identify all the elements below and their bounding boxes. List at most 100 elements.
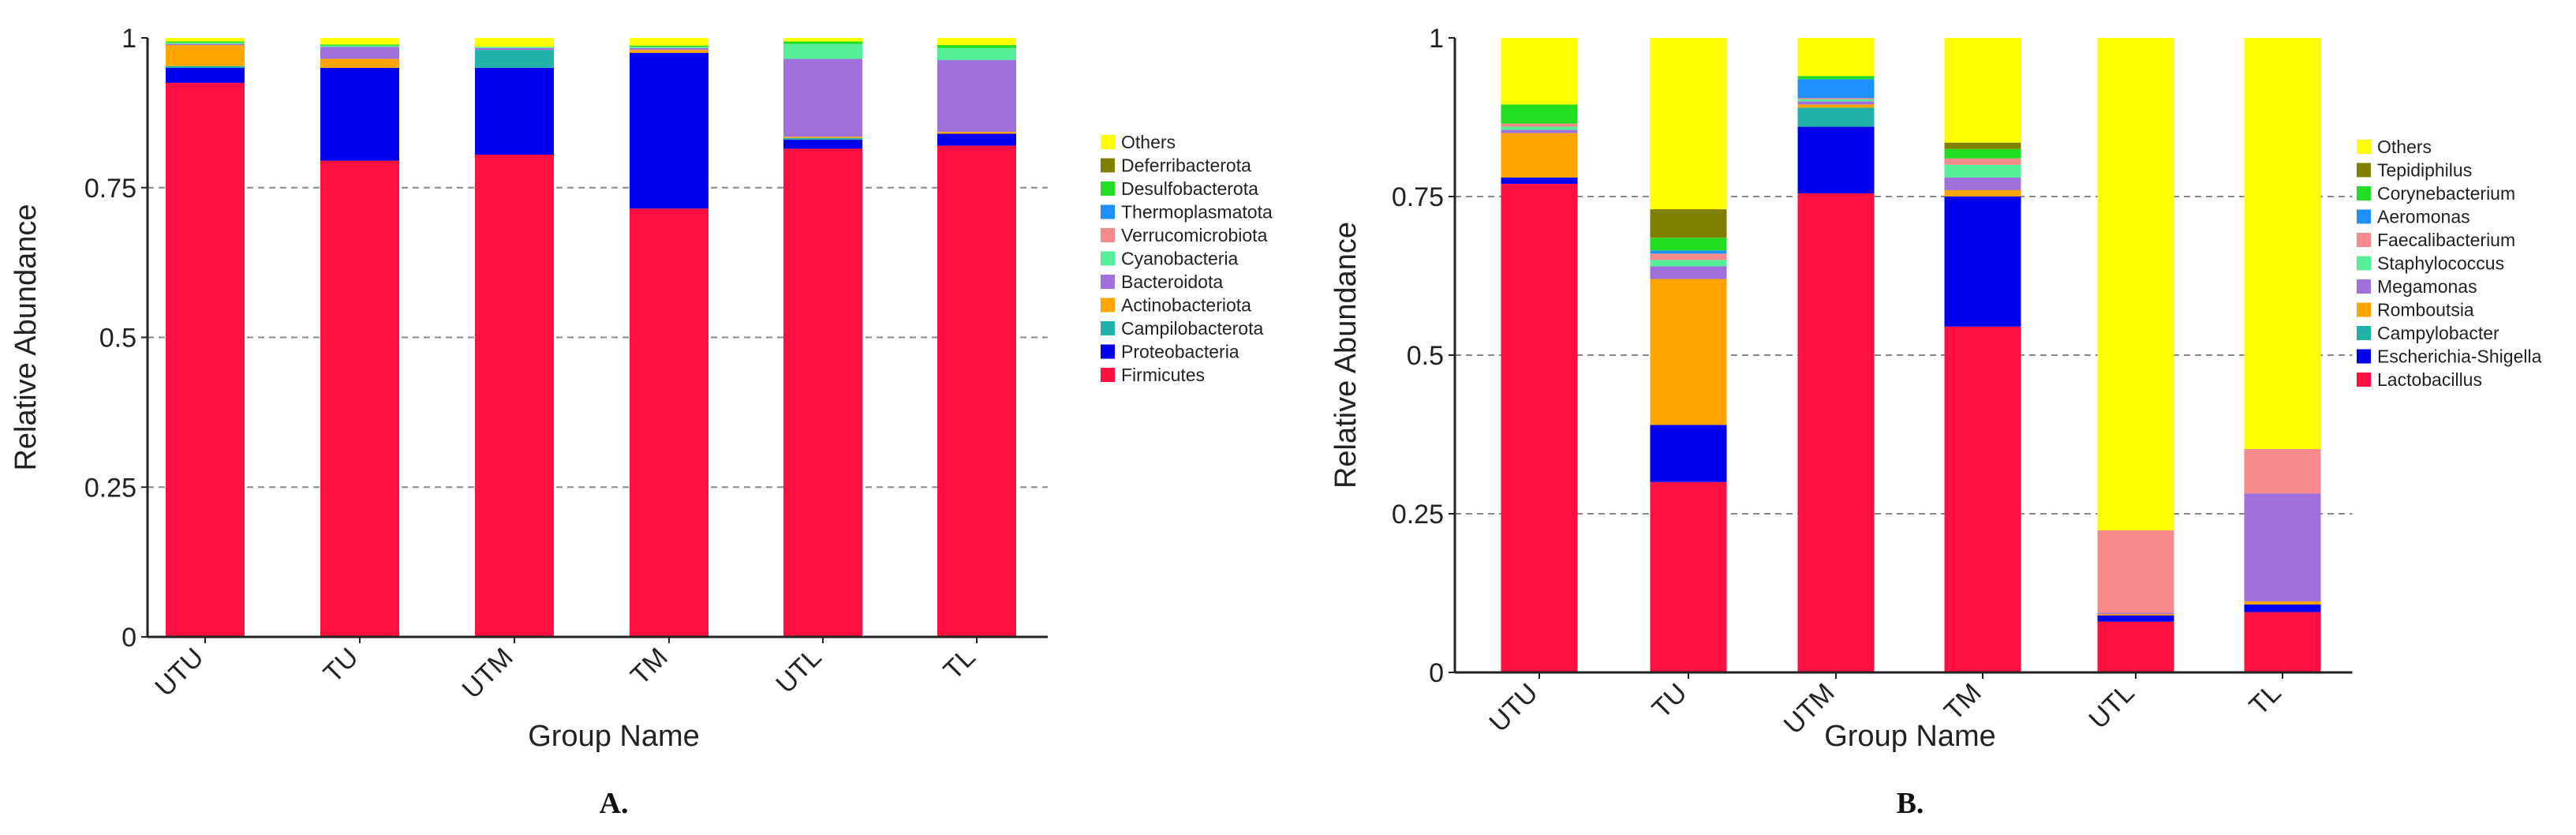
- a-bar-tu-cyanobacteria: [320, 45, 399, 47]
- a-legend-label: Thermoplasmatota: [1121, 202, 1273, 223]
- a-bar-tm-proteobacteria: [630, 52, 708, 209]
- b-bar-tm-faecalibacterium: [1944, 158, 2021, 165]
- b-bar-tm-escherichia-shigella: [1944, 197, 2021, 327]
- b-legend-swatch-others: [2357, 140, 2371, 154]
- a-bar-tm-others: [630, 38, 708, 46]
- a-bar-tl-firmicutes: [937, 145, 1016, 637]
- b-legend-label: Tepidiphilus: [2377, 160, 2472, 181]
- b-y-tick-label: 0.5: [1407, 341, 1444, 371]
- a-bar-tl-desulfobacterota: [937, 45, 1016, 48]
- a-bar-tu-desulfobacterota: [320, 44, 399, 46]
- panel-a-chart: 0 0.25 0.5 0.75 1 UTU TU UTM TM UTL TL Relative Abu…: [9, 24, 1273, 820]
- b-legend-label: Lactobacillus: [2377, 369, 2482, 390]
- a-bar-tu-actinobacteriota: [320, 58, 399, 68]
- a-bar-tm-actinobacteriota: [630, 50, 708, 53]
- a-x-tick-label-utu: UTU: [149, 642, 209, 702]
- b-bar-utu-faecalibacterium: [1501, 123, 1578, 127]
- b-bar-tu-romboutsia: [1650, 279, 1727, 425]
- b-legend-label: Romboutsia: [2377, 300, 2474, 320]
- b-legend-label: Megamonas: [2377, 276, 2477, 297]
- a-bar-utl-campilobacterota: [783, 137, 862, 140]
- b-legend-swatch-megamonas: [2357, 279, 2371, 294]
- b-panel-label: B.: [1897, 787, 1924, 820]
- a-legend-swatch-thermoplasmatota: [1101, 204, 1115, 219]
- b-bar-tm-corynebacterium: [1944, 148, 2021, 159]
- b-y-tick-label: 0: [1429, 658, 1444, 688]
- a-y-tick-label: 0.75: [84, 174, 136, 204]
- b-bar-utm-corynebacterium: [1797, 76, 1875, 80]
- a-legend-label: Bacteroidota: [1121, 271, 1223, 292]
- a-bar-tl-cyanobacteria: [937, 47, 1016, 61]
- b-legend-swatch-aeromonas: [2357, 209, 2371, 224]
- a-bar-tu-firmicutes: [320, 160, 399, 638]
- a-bar-utl-firmicutes: [783, 148, 862, 638]
- b-bar-utm-aeromonas: [1797, 79, 1875, 99]
- a-bar-utm-bacteroidota: [475, 47, 554, 51]
- a-x-tick-label-utm: UTM: [457, 642, 519, 705]
- a-legend-swatch-campilobacterota: [1101, 321, 1115, 335]
- b-y-tick-label: 1: [1429, 24, 1444, 54]
- b-legend-swatch-escherichia-shigella: [2357, 349, 2371, 364]
- a-bar-tu-bacteroidota: [320, 47, 399, 59]
- b-legend-swatch-romboutsia: [2357, 302, 2371, 317]
- b-bar-utm-megamonas: [1797, 101, 1875, 105]
- a-bar-utu-firmicutes: [166, 82, 245, 638]
- b-legend-label: Others: [2377, 137, 2432, 157]
- a-x-tick-label-tm: TM: [625, 642, 674, 691]
- b-bar-tl-faecalibacterium: [2244, 448, 2321, 494]
- b-bar-utu-lactobacillus: [1501, 183, 1578, 673]
- b-bar-utm-campylobacter: [1797, 107, 1875, 127]
- b-x-tick-label-tu: TU: [1647, 678, 1693, 725]
- a-legend-swatch-actinobacteriota: [1101, 298, 1115, 313]
- a-bar-utu-proteobacteria: [166, 67, 245, 83]
- b-bar-tl-others: [2244, 38, 2321, 449]
- a-bar-utu-others: [166, 38, 245, 42]
- b-x-tick-label-tl: TL: [2244, 678, 2287, 721]
- b-bar-tm-staphylococcus: [1944, 164, 2021, 178]
- b-legend-label: Faecalibacterium: [2377, 230, 2515, 250]
- a-y-axis-title: Relative Abundance: [9, 204, 43, 470]
- a-bar-tm-desulfobacterota: [630, 45, 708, 47]
- a-x-tick-label-tu: TU: [318, 642, 365, 689]
- a-legend-swatch-proteobacteria: [1101, 344, 1115, 359]
- b-bar-tm-tepidiphilus: [1944, 142, 2021, 149]
- b-legend-swatch-tepidiphilus: [2357, 163, 2371, 178]
- a-legend-label: Actinobacteriota: [1121, 295, 1251, 316]
- b-bar-tu-lactobacillus: [1650, 481, 1727, 672]
- a-x-tick-label-tl: TL: [938, 642, 981, 686]
- a-bar-tl-actinobacteriota: [937, 132, 1016, 134]
- b-bar-utl-faecalibacterium: [2097, 530, 2174, 613]
- a-legend-label: Verrucomicrobiota: [1121, 225, 1268, 245]
- b-legend-swatch-faecalibacterium: [2357, 233, 2371, 247]
- b-bar-utl-others: [2097, 38, 2174, 530]
- a-bar-utl-desulfobacterota: [783, 41, 862, 44]
- a-bar-tl-proteobacteria: [937, 133, 1016, 146]
- a-bar-utm-firmicutes: [475, 155, 554, 637]
- b-legend-label: Corynebacterium: [2377, 183, 2515, 204]
- a-bar-tl-others: [937, 38, 1016, 46]
- b-x-axis-title: Group Name: [1824, 720, 1996, 753]
- b-bar-utu-corynebacterium: [1501, 104, 1578, 124]
- b-bar-utu-others: [1501, 38, 1578, 105]
- b-bar-utm-others: [1797, 38, 1875, 77]
- a-bar-utu-cyanobacteria: [166, 43, 245, 44]
- a-bar-utm-cyanobacteria: [475, 47, 554, 48]
- b-bar-utu-escherichia-shigella: [1501, 177, 1578, 184]
- a-legend-label: Cyanobacteria: [1121, 249, 1239, 269]
- b-legend-label: Escherichia-Shigella: [2377, 346, 2542, 367]
- b-bar-tu-tepidiphilus: [1650, 209, 1727, 238]
- b-legend-swatch-campylobacter: [2357, 326, 2371, 340]
- a-legend-swatch-verrucomicrobiota: [1101, 228, 1115, 242]
- b-y-tick-label: 0.25: [1392, 500, 1444, 530]
- b-bar-tm-megamonas: [1944, 177, 2021, 190]
- a-y-tick-label: 1: [122, 24, 136, 54]
- a-bar-tm-bacteroidota: [630, 47, 708, 51]
- b-y-tick-label: 0.75: [1392, 182, 1444, 212]
- b-bar-tu-corynebacterium: [1650, 238, 1727, 251]
- a-bar-utu-desulfobacterota: [166, 41, 245, 43]
- b-bar-tu-faecalibacterium: [1650, 253, 1727, 260]
- a-bar-utu-actinobacteriota: [166, 45, 245, 66]
- a-legend-label: Campilobacterota: [1121, 318, 1263, 339]
